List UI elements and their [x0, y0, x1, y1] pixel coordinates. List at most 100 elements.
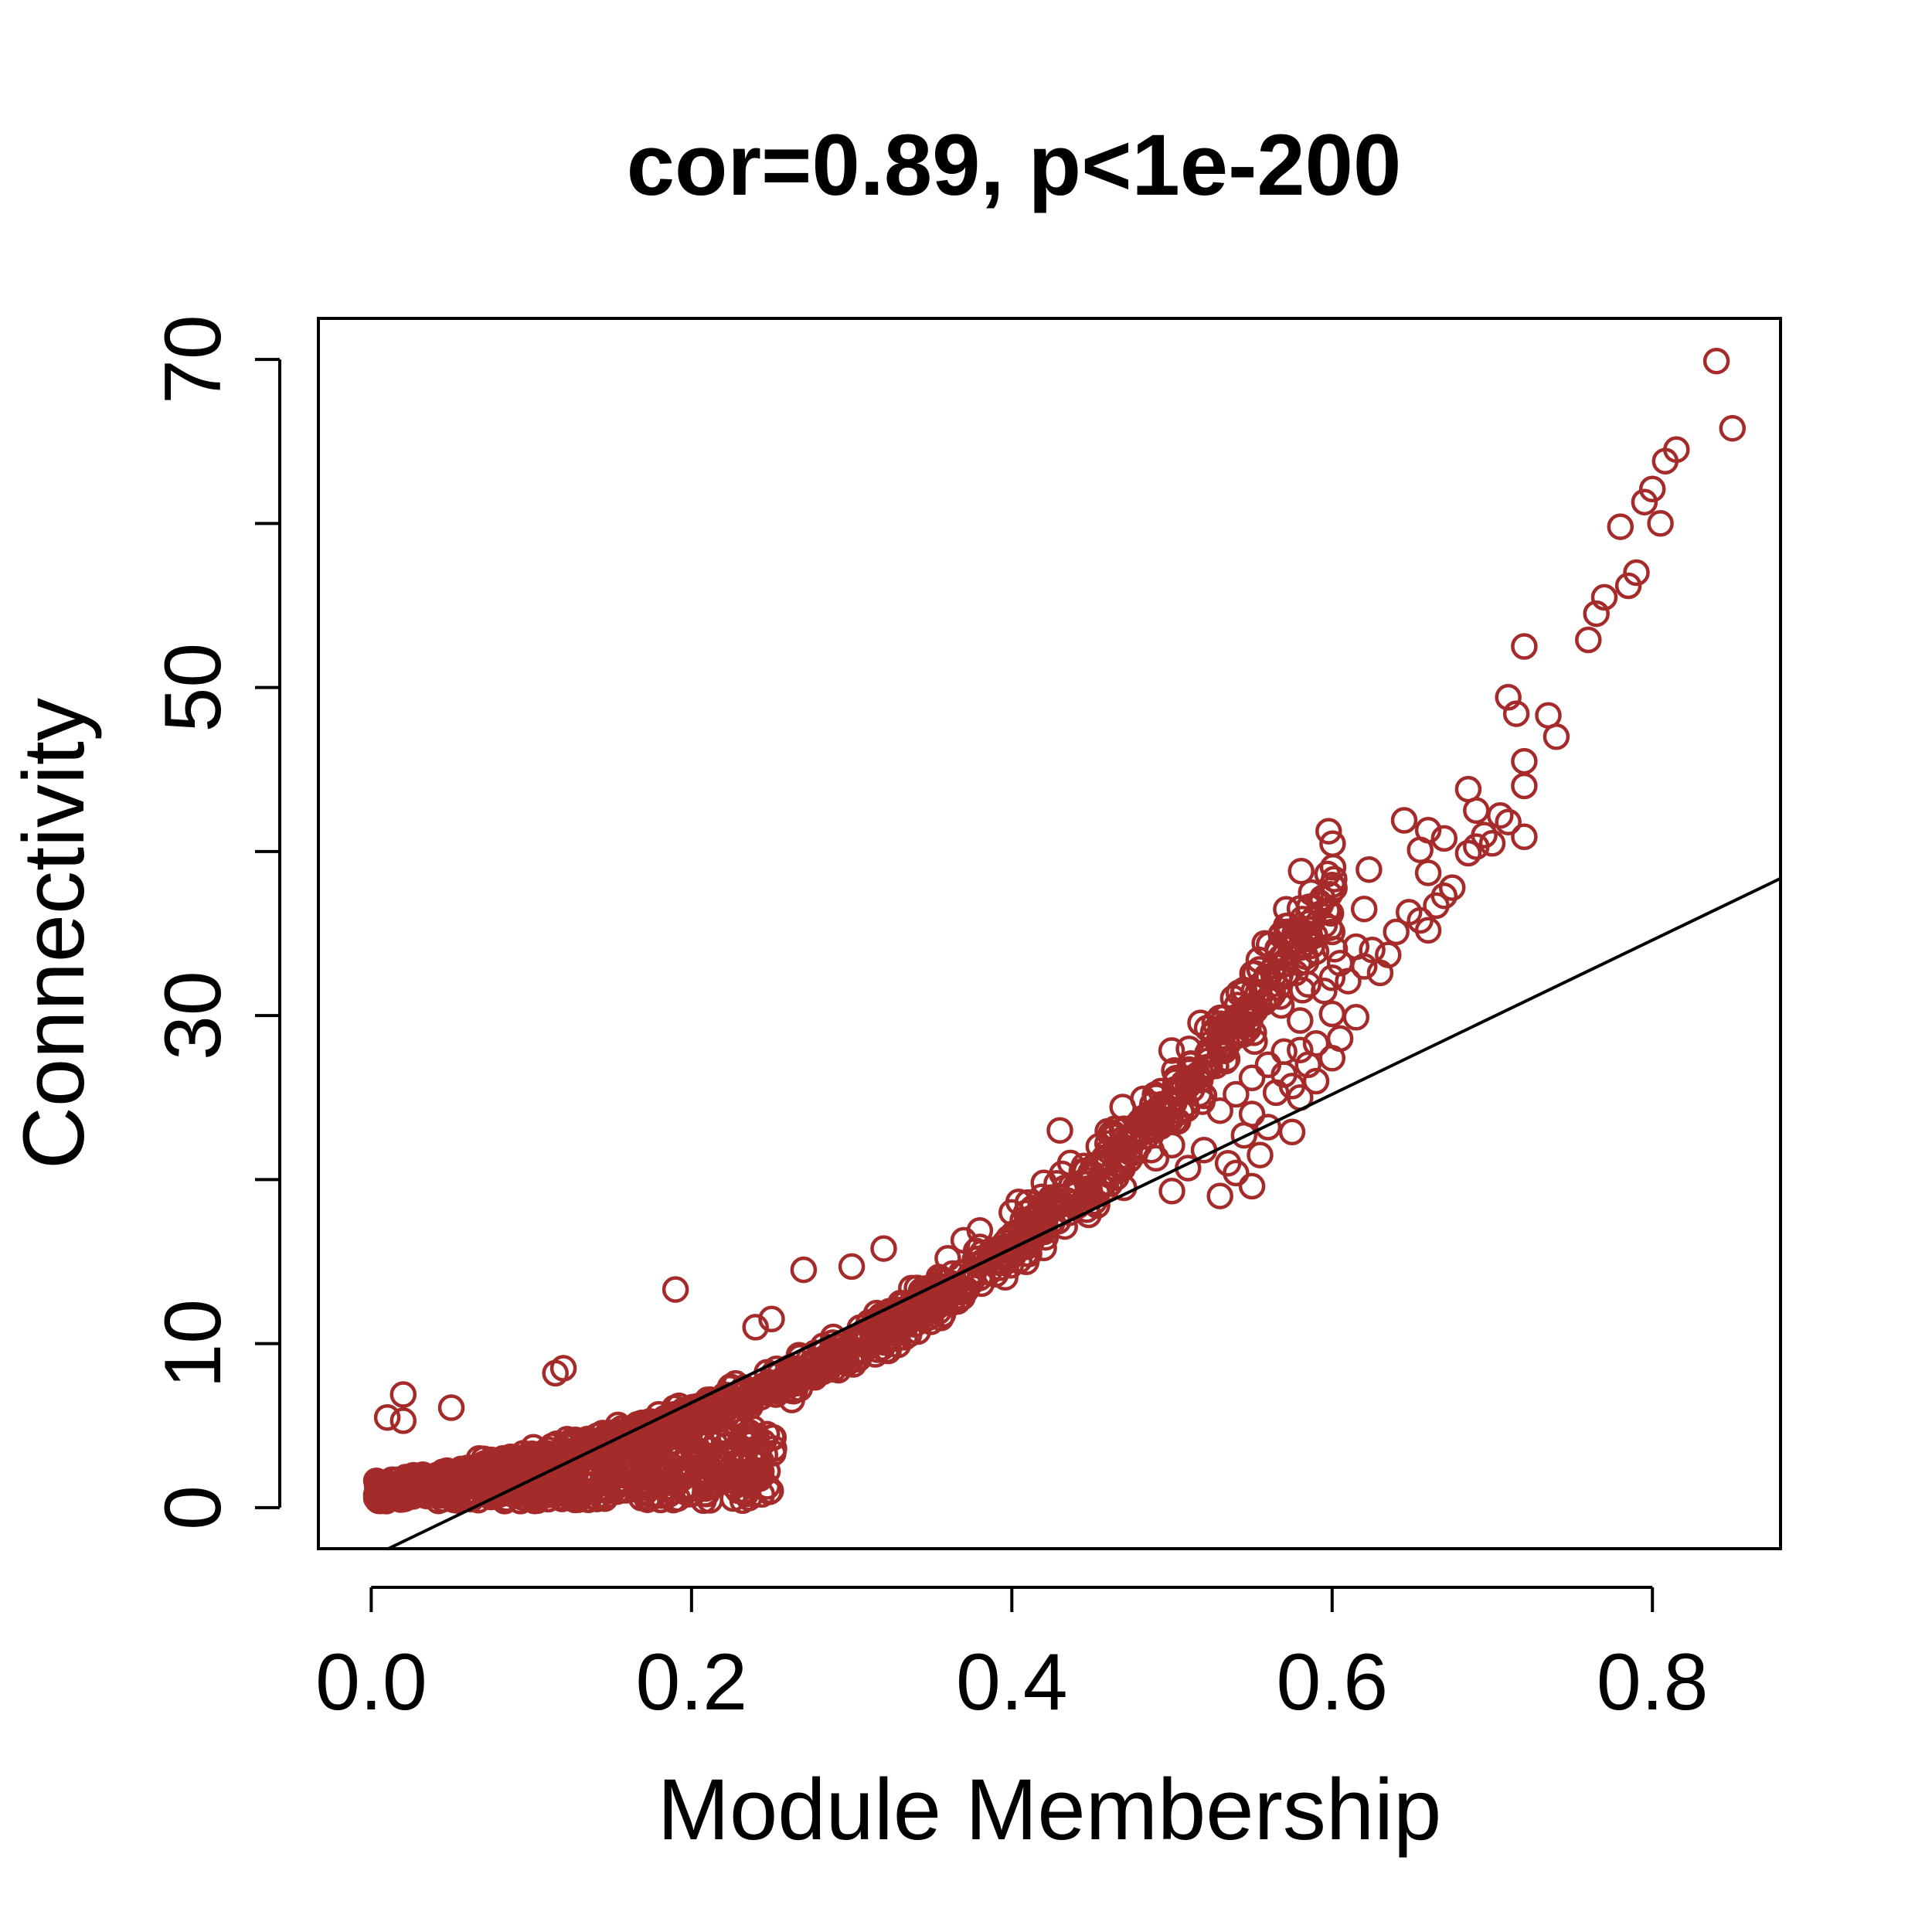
data-point [1158, 1037, 1185, 1064]
data-point [478, 1453, 506, 1480]
data-point [1118, 1125, 1145, 1152]
data-point [1094, 1149, 1121, 1177]
x-tick-label: 0.2 [636, 1638, 748, 1727]
data-point [838, 1253, 866, 1281]
data-point [1463, 833, 1490, 860]
data-point [1206, 1004, 1233, 1032]
data-point [482, 1467, 510, 1495]
y-axis-label: Connectivity [5, 698, 102, 1169]
data-point [790, 1256, 818, 1284]
data-point [743, 1423, 770, 1451]
data-point [957, 1269, 985, 1296]
data-point [1311, 978, 1338, 1005]
data-point [998, 1199, 1026, 1226]
data-point [1199, 1020, 1226, 1047]
data-point [1590, 583, 1618, 611]
data-point [1463, 797, 1490, 825]
data-point [1278, 1118, 1306, 1146]
data-point [802, 1355, 829, 1383]
data-point [1287, 1007, 1314, 1034]
data-point [1511, 772, 1538, 800]
data-point [1631, 488, 1658, 515]
data-point [1078, 1162, 1106, 1190]
data-point [1366, 959, 1394, 987]
data-point [1315, 818, 1342, 845]
data-point [1607, 513, 1634, 540]
x-tick-label: 0.4 [956, 1638, 1068, 1727]
data-point [820, 1355, 848, 1383]
y-tick-label: 0 [148, 1485, 238, 1530]
data-point [1030, 1169, 1057, 1196]
data-point [686, 1446, 714, 1474]
data-point [1651, 447, 1679, 474]
data-point [434, 1461, 461, 1488]
data-point [575, 1486, 602, 1514]
data-point [1495, 684, 1522, 711]
data-point [660, 1405, 688, 1433]
data-point [1294, 1051, 1321, 1079]
data-point [1511, 823, 1538, 851]
data-point [467, 1453, 494, 1481]
x-tick-label: 0.8 [1597, 1638, 1709, 1727]
data-point [844, 1338, 871, 1366]
data-point [1230, 1121, 1258, 1149]
data-point [1414, 859, 1442, 886]
data-point [451, 1456, 478, 1483]
data-point [1702, 347, 1730, 375]
data-point [1614, 572, 1642, 600]
data-point [1583, 600, 1610, 628]
data-point [1350, 895, 1378, 923]
plot-frame [317, 317, 1782, 1550]
data-point [362, 1481, 390, 1509]
data-point [1318, 918, 1346, 946]
data-point [1318, 1000, 1346, 1028]
data-point [1247, 1141, 1274, 1168]
data-point [635, 1436, 663, 1463]
data-point [1148, 1077, 1175, 1105]
data-point [1142, 1145, 1170, 1172]
data-point [1254, 1114, 1282, 1141]
data-point [870, 1235, 897, 1262]
data-point [1623, 559, 1650, 587]
data-point [1262, 1079, 1290, 1107]
data-point [978, 1245, 1005, 1272]
data-point [614, 1435, 642, 1462]
data-point [1238, 1064, 1266, 1092]
data-point [695, 1420, 723, 1447]
data-point [1158, 1178, 1185, 1205]
data-point [1719, 414, 1747, 442]
data-point [556, 1440, 583, 1468]
data-point [1487, 801, 1514, 829]
data-point [1201, 1009, 1229, 1036]
data-point [1359, 936, 1386, 964]
data-point [569, 1461, 597, 1488]
data-point [373, 1403, 401, 1431]
data-point [545, 1468, 573, 1496]
data-point [376, 1480, 403, 1507]
data-point [747, 1383, 774, 1411]
data-point [1423, 892, 1450, 920]
data-point [631, 1453, 658, 1480]
data-point [565, 1486, 592, 1513]
data-point [389, 1407, 417, 1434]
data-point [696, 1487, 723, 1514]
fit-line [387, 876, 1781, 1550]
data-point [590, 1444, 617, 1472]
data-point [1235, 1015, 1262, 1043]
data-point [1335, 968, 1362, 995]
data-point [1109, 1155, 1136, 1182]
data-point [1238, 1172, 1266, 1200]
data-point [437, 1394, 465, 1421]
x-tick-label: 0.0 [315, 1638, 427, 1727]
data-point [524, 1481, 552, 1508]
data-point [1511, 747, 1538, 775]
data-point [1153, 1106, 1180, 1133]
data-point [1287, 857, 1315, 885]
data-point [1267, 983, 1294, 1010]
data-point [1206, 1097, 1233, 1124]
y-tick-label: 70 [148, 315, 238, 404]
data-point [1298, 879, 1325, 906]
data-point [1430, 825, 1458, 852]
data-point [889, 1291, 917, 1318]
